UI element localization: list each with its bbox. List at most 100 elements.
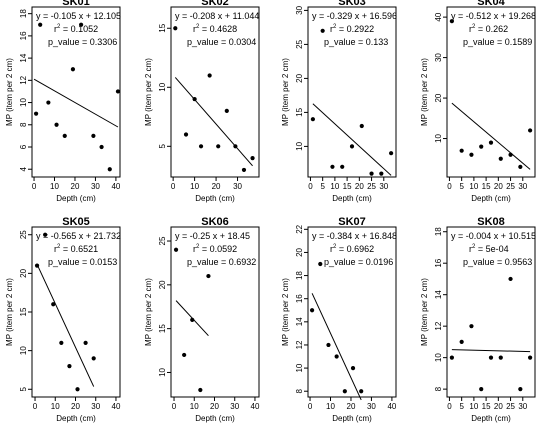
data-point <box>469 152 474 157</box>
x-tick-label: 0 <box>171 182 176 191</box>
x-tick-label: 40 <box>111 182 120 191</box>
p-value-label: p_value = 0.3306 <box>48 37 117 47</box>
r-squared-label: r2 = 0.1052 <box>54 24 98 34</box>
r-squared-value: = 0.6962 <box>336 244 374 254</box>
data-point <box>330 164 335 169</box>
r-squared-label: r2 = 0.2922 <box>330 24 374 34</box>
data-point <box>310 117 315 122</box>
x-tick-label: 0 <box>447 402 452 411</box>
panel-title: SK08 <box>477 216 505 228</box>
x-tick-label: 0 <box>32 182 37 191</box>
x-tick-label: 25 <box>506 182 515 191</box>
regression-equation: y = -0.105 x + 12.105 <box>36 11 121 21</box>
y-tick-label: 14 <box>295 317 304 326</box>
data-point <box>342 389 347 394</box>
x-tick-label: 10 <box>469 182 478 191</box>
r-squared-value: = 0.262 <box>475 24 508 34</box>
p-value-label: p_value = 0.0304 <box>187 37 256 47</box>
y-axis-label: MP (item per 2 cm) <box>5 278 14 346</box>
y-tick-label: 8 <box>19 122 28 127</box>
data-point <box>469 324 474 329</box>
y-axis-label: MP (item per 2 cm) <box>281 58 290 126</box>
x-tick-label: 15 <box>482 182 491 191</box>
regression-equation: y = -0.565 x + 21.732 <box>36 231 121 241</box>
panel-title: SK07 <box>338 216 366 228</box>
r-squared-superscript: 2 <box>472 244 476 250</box>
data-point <box>206 273 211 279</box>
y-tick-label: 20 <box>19 268 28 277</box>
data-point <box>488 140 494 145</box>
data-point <box>326 342 331 348</box>
y-tick-label: 40 <box>434 12 443 21</box>
x-tick-label: 10 <box>50 182 59 191</box>
data-point <box>182 352 187 358</box>
r-squared-superscript: 2 <box>196 244 200 250</box>
x-axis-label: Depth (cm) <box>471 194 511 203</box>
y-tick-label: 15 <box>158 23 167 32</box>
y-tick-label: 15 <box>19 307 28 316</box>
data-point <box>59 340 64 346</box>
data-point <box>498 156 503 161</box>
y-tick-label: 12 <box>19 75 28 84</box>
y-tick-label: 10 <box>19 98 28 107</box>
x-axis-label: Depth (cm) <box>195 414 235 423</box>
r-squared-symbol: r <box>193 24 196 34</box>
data-point <box>233 144 238 149</box>
x-tick-label: 25 <box>506 402 515 411</box>
plot-frame <box>307 226 397 398</box>
regression-line <box>451 102 531 170</box>
y-axis-label: MP (item per 2 cm) <box>420 278 429 346</box>
panel-sk06: SK06 y = -0.25 x + 18.45 r2 = 0.0592 p_valu… <box>144 216 260 423</box>
y-tick-label: 10 <box>434 353 443 362</box>
data-point <box>359 389 364 394</box>
p-value-label: p_value = 0.1589 <box>463 37 532 47</box>
x-tick-label: 5 <box>320 182 325 191</box>
data-point <box>250 156 255 161</box>
regression-equation: y = -0.384 x + 16.848 <box>312 231 397 241</box>
data-point <box>99 144 104 150</box>
data-point <box>91 356 96 361</box>
x-tick-label: 10 <box>51 402 60 411</box>
data-point <box>51 302 56 307</box>
x-tick-label: 30 <box>91 182 100 191</box>
data-point <box>224 108 229 113</box>
r-squared-superscript: 2 <box>472 24 476 30</box>
data-point <box>479 144 484 149</box>
x-tick-label: 0 <box>308 402 313 411</box>
regression-equation: y = -0.208 x + 11.044 <box>175 11 259 21</box>
data-point <box>349 144 355 149</box>
x-tick-label: 10 <box>330 182 339 191</box>
data-point <box>508 276 513 282</box>
panel-title: SK06 <box>201 216 229 228</box>
data-point <box>75 387 80 392</box>
x-tick-label: 20 <box>210 402 219 411</box>
y-tick-label: 5 <box>158 144 167 149</box>
data-point <box>198 387 203 393</box>
data-point <box>216 144 221 149</box>
data-point <box>33 111 39 116</box>
x-tick-label: 20 <box>71 402 80 411</box>
y-tick-label: 30 <box>295 5 304 14</box>
y-tick-label: 18 <box>19 9 28 18</box>
y-tick-label: 20 <box>434 93 443 102</box>
x-tick-label: 20 <box>212 182 221 191</box>
data-point <box>449 355 454 360</box>
r-squared-label: r2 = 0.6962 <box>330 244 374 254</box>
regression-equation: y = -0.004 x + 10.515 <box>451 231 536 241</box>
y-tick-label: 14 <box>434 290 443 299</box>
y-tick-label: 10 <box>158 367 167 376</box>
y-tick-label: 18 <box>434 227 443 236</box>
x-axis-label: Depth (cm) <box>332 414 372 423</box>
data-point <box>91 133 96 138</box>
p-value-label: p_value = 0.9563 <box>463 257 532 267</box>
y-tick-label: 18 <box>295 271 304 280</box>
data-point <box>241 167 247 173</box>
r-squared-superscript: 2 <box>333 244 337 250</box>
panel-title: SK03 <box>338 0 366 8</box>
x-tick-label: 10 <box>190 402 199 411</box>
r-squared-superscript: 2 <box>57 244 61 250</box>
plot-frame <box>170 6 260 178</box>
y-axis-label: MP (item per 2 cm) <box>144 278 153 346</box>
r-squared-label: r2 = 0.6521 <box>54 244 98 254</box>
